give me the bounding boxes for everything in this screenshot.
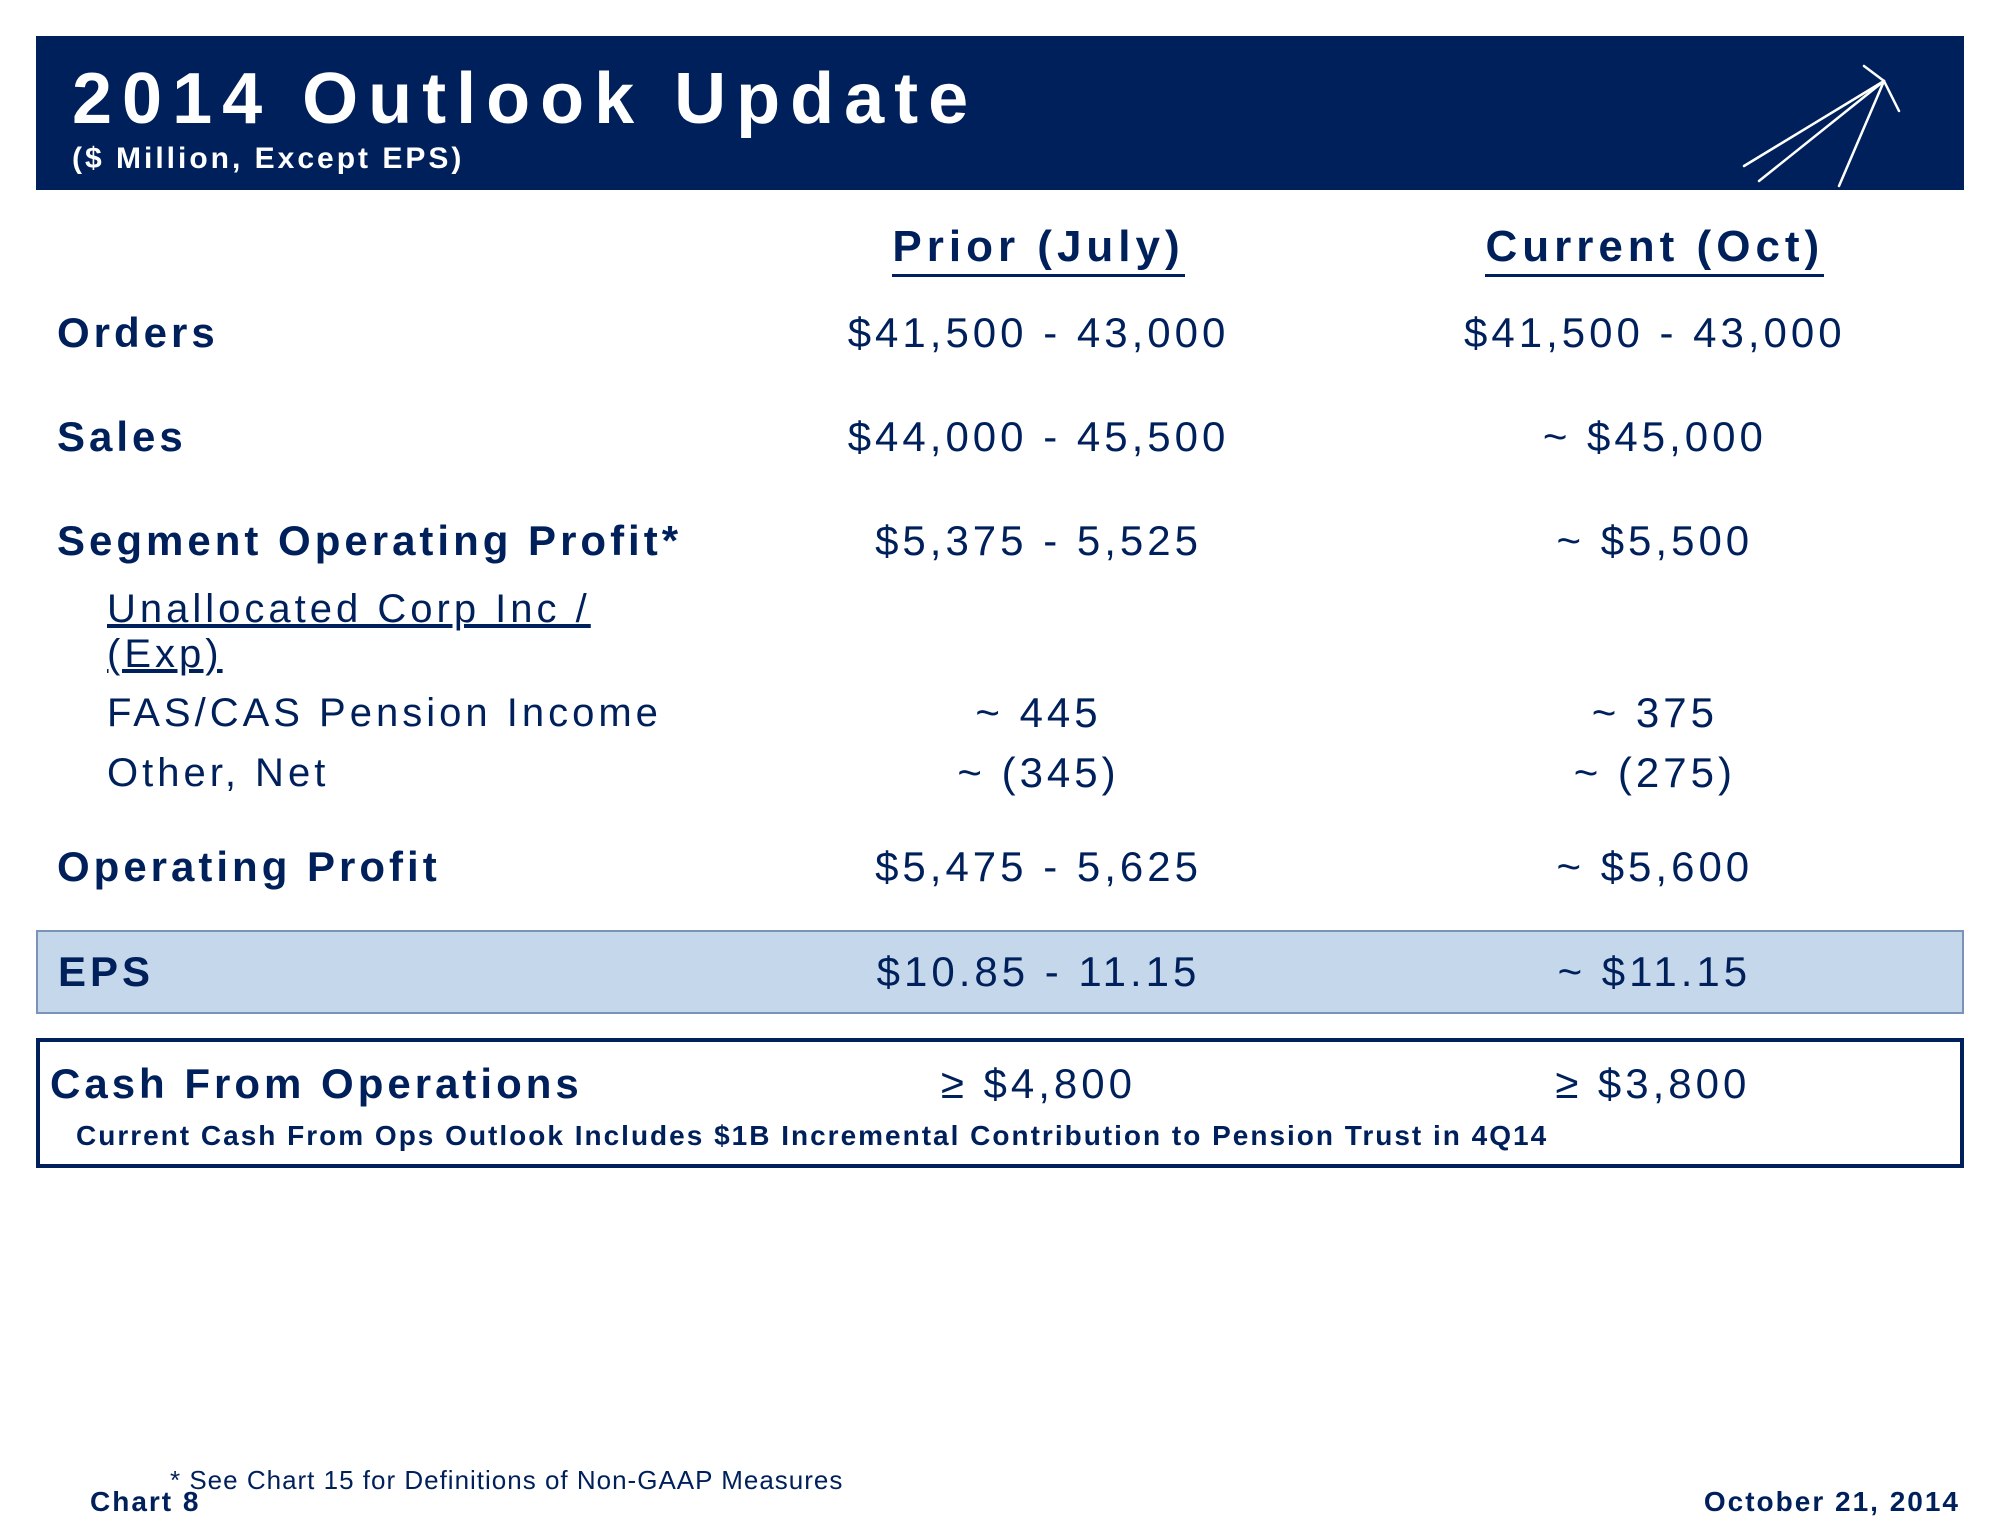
row-sales: Sales $44,000 - 45,500 ~ $45,000 [37, 397, 1963, 477]
row-eps: EPS $10.85 - 11.15 ~ $11.15 [37, 931, 1963, 1013]
eps-current: ~ $11.15 [1347, 931, 1963, 1013]
slide-date: October 21, 2014 [1704, 1486, 1960, 1518]
slide-footer: * See Chart 15 for Definitions of Non-GA… [0, 1465, 2000, 1518]
sales-current: ~ $45,000 [1347, 397, 1963, 477]
slide-title: 2014 Outlook Update [72, 58, 1928, 140]
column-header-row: Prior (July) Current (Oct) [37, 206, 1963, 293]
slide-subtitle: ($ Million, Except EPS) [72, 142, 1928, 176]
label-orders: Orders [37, 293, 730, 373]
lockheed-star-icon [1734, 61, 1904, 196]
row-cash-from-ops: Cash From Operations ≥ $4,800 ≥ $3,800 [40, 1052, 1960, 1116]
label-eps: EPS [37, 931, 730, 1013]
sales-prior: $44,000 - 45,500 [730, 397, 1346, 477]
label-other: Other, Net [37, 743, 730, 803]
cash-current: ≥ $3,800 [1346, 1052, 1960, 1116]
orders-current: $41,500 - 43,000 [1347, 293, 1963, 373]
eps-prior: $10.85 - 11.15 [730, 931, 1346, 1013]
row-orders: Orders $41,500 - 43,000 $41,500 - 43,000 [37, 293, 1963, 373]
label-segop: Segment Operating Profit* [37, 501, 730, 581]
row-fascas: FAS/CAS Pension Income ~ 445 ~ 375 [37, 683, 1963, 743]
outlook-table: Prior (July) Current (Oct) Orders $41,50… [36, 206, 1964, 1014]
row-unallocated-header: Unallocated Corp Inc / (Exp) [37, 581, 1963, 683]
label-unalloc: Unallocated Corp Inc / (Exp) [37, 581, 730, 683]
label-cash: Cash From Operations [40, 1052, 731, 1116]
col-header-current: Current (Oct) [1485, 222, 1824, 277]
cash-prior: ≥ $4,800 [731, 1052, 1345, 1116]
row-segment-op-profit: Segment Operating Profit* $5,375 - 5,525… [37, 501, 1963, 581]
label-opprofit: Operating Profit [37, 827, 730, 907]
opprofit-current: ~ $5,600 [1347, 827, 1963, 907]
label-sales: Sales [37, 397, 730, 477]
other-current: ~ (275) [1347, 743, 1963, 803]
orders-prior: $41,500 - 43,000 [730, 293, 1346, 373]
cash-from-ops-box: Cash From Operations ≥ $4,800 ≥ $3,800 C… [36, 1038, 1964, 1168]
col-header-prior: Prior (July) [892, 222, 1184, 277]
label-fascas: FAS/CAS Pension Income [37, 683, 730, 743]
other-prior: ~ (345) [730, 743, 1346, 803]
chart-number: Chart 8 [90, 1486, 200, 1518]
row-other-net: Other, Net ~ (345) ~ (275) [37, 743, 1963, 803]
fascas-current: ~ 375 [1347, 683, 1963, 743]
fascas-prior: ~ 445 [730, 683, 1346, 743]
segop-prior: $5,375 - 5,525 [730, 501, 1346, 581]
cash-footnote: Current Cash From Ops Outlook Includes $… [40, 1116, 1960, 1156]
row-operating-profit: Operating Profit $5,475 - 5,625 ~ $5,600 [37, 827, 1963, 907]
segop-current: ~ $5,500 [1347, 501, 1963, 581]
slide-header: 2014 Outlook Update ($ Million, Except E… [36, 36, 1964, 190]
opprofit-prior: $5,475 - 5,625 [730, 827, 1346, 907]
